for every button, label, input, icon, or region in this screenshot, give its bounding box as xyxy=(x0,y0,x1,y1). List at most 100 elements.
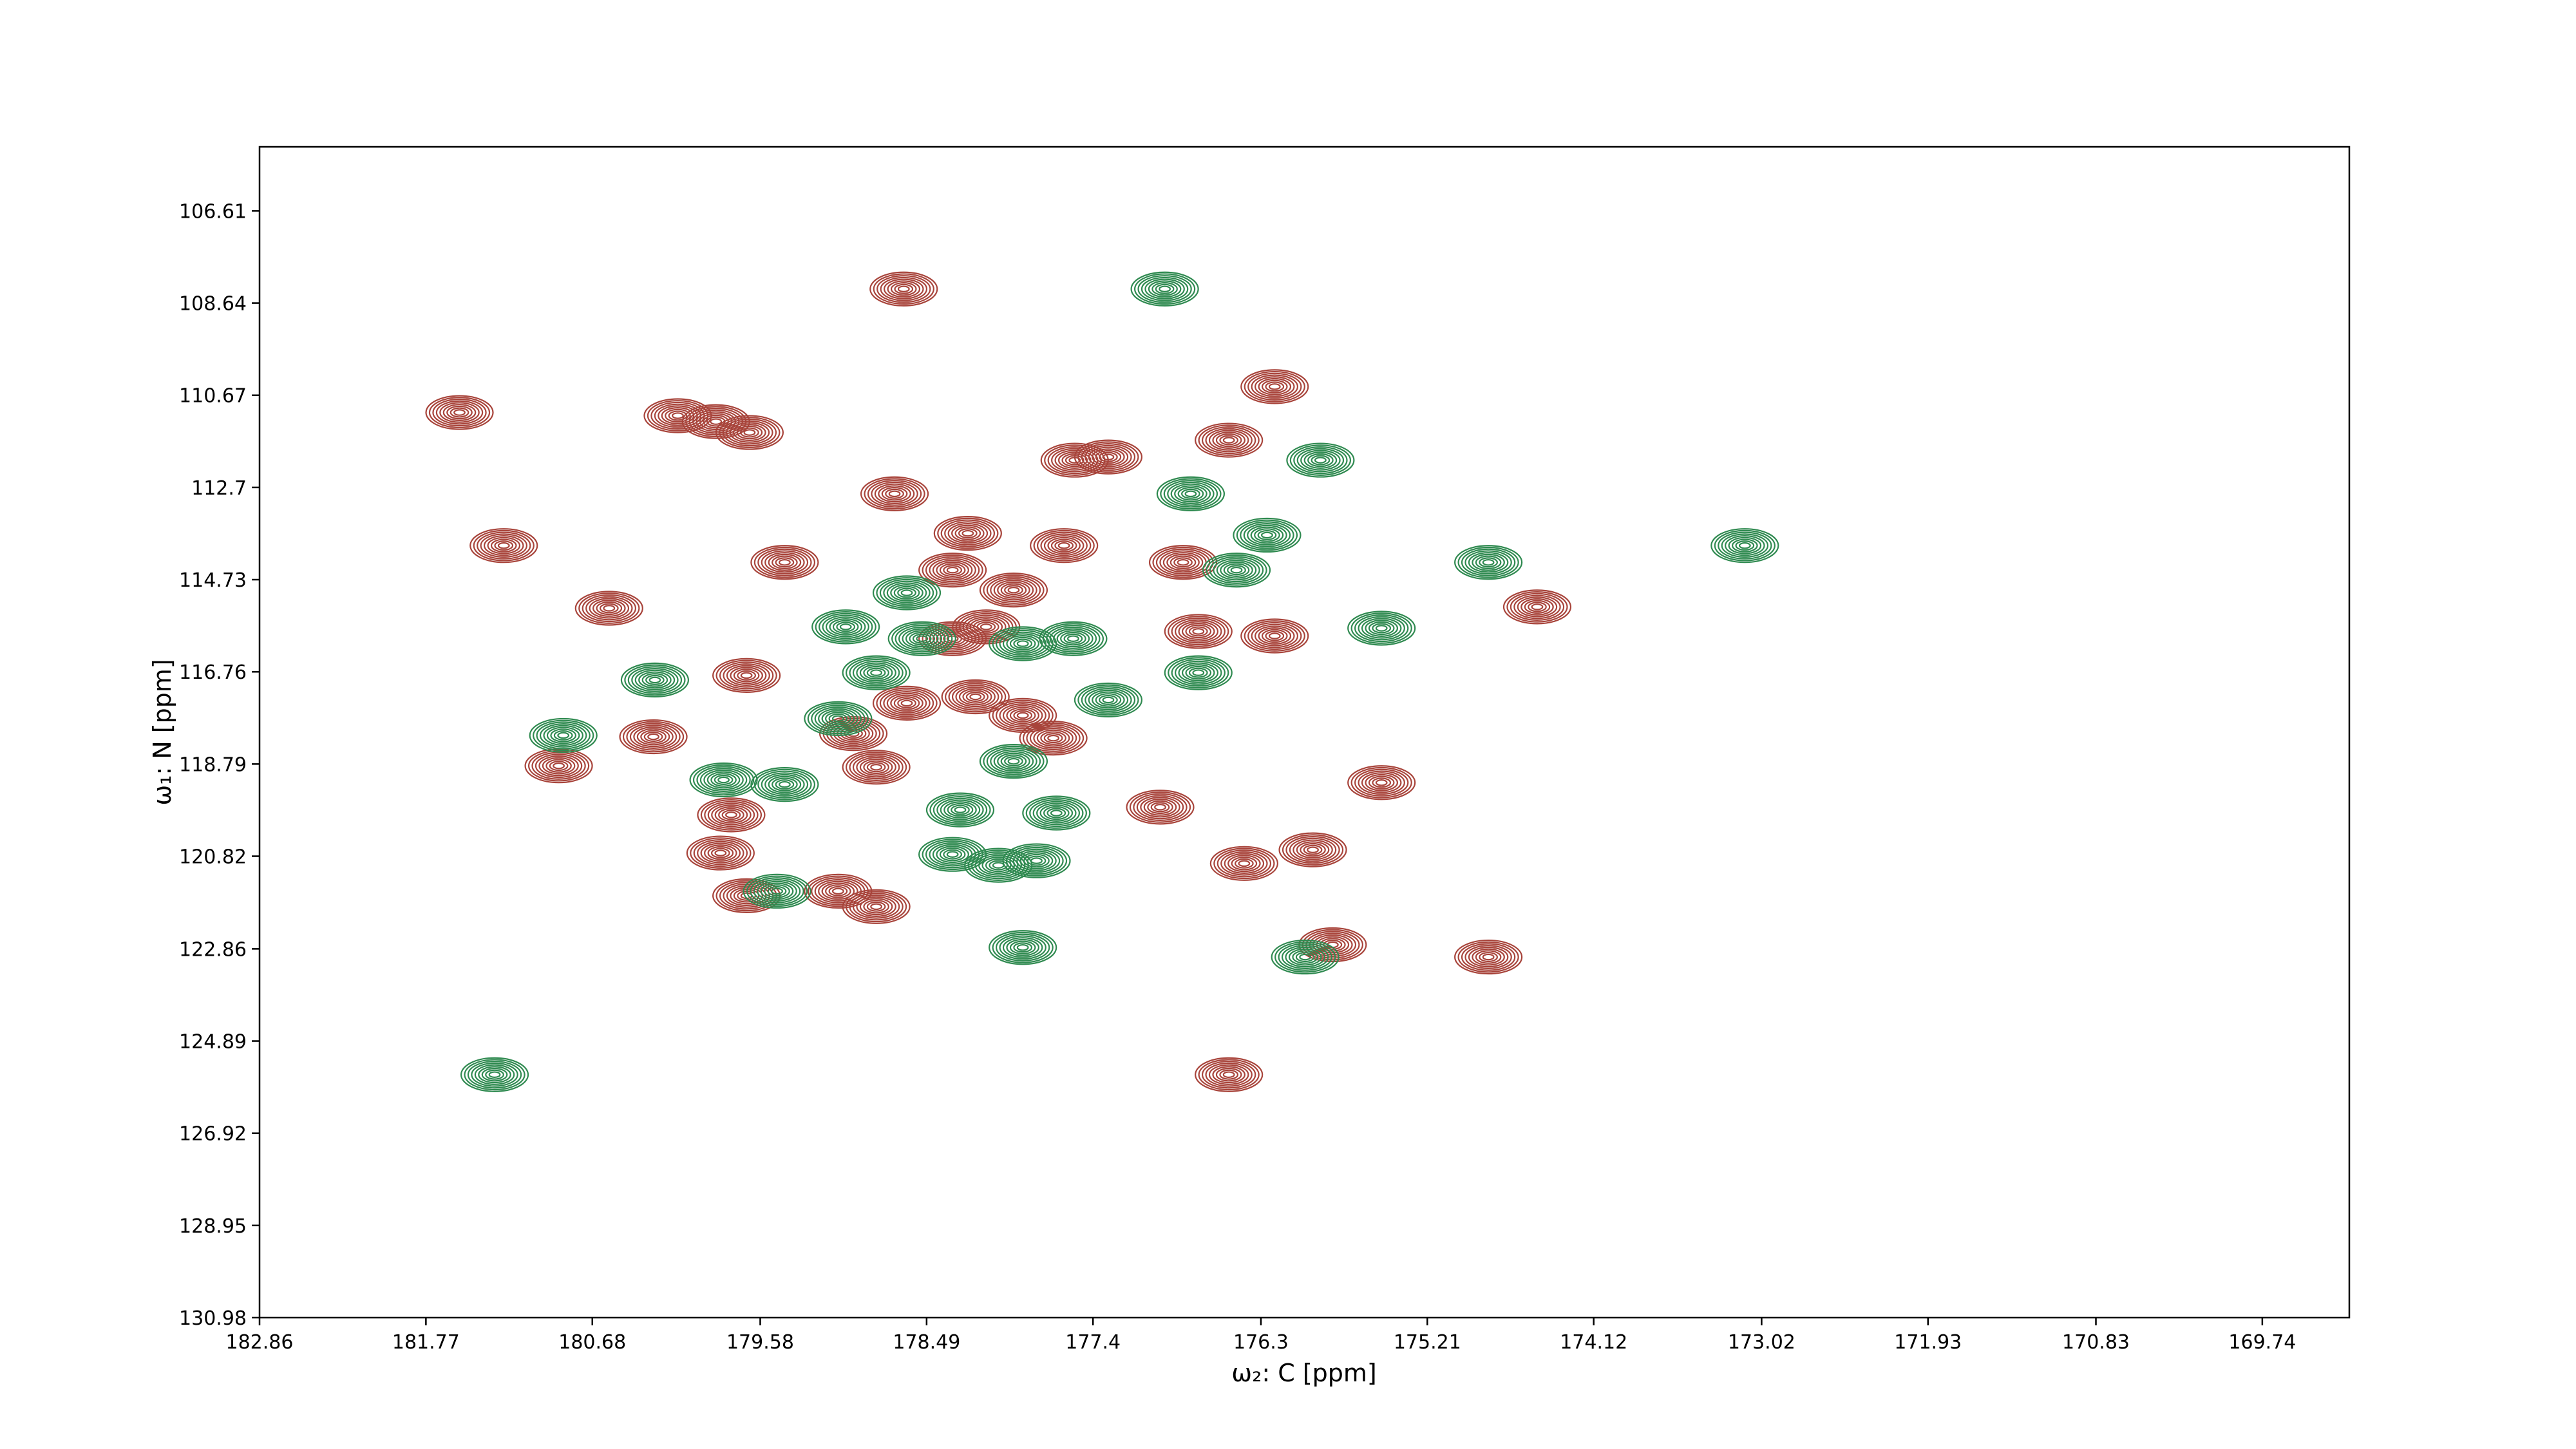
contour-level xyxy=(1147,800,1173,815)
peak xyxy=(1022,795,1091,831)
contour-level xyxy=(1192,628,1205,635)
contour-level xyxy=(425,395,494,430)
contour-level xyxy=(886,582,927,603)
contour-level xyxy=(1206,554,1267,586)
contour-level xyxy=(1007,757,1020,765)
contour-level xyxy=(1198,424,1260,456)
contour-level xyxy=(1013,710,1033,721)
contour-level xyxy=(971,851,1026,880)
contour-level xyxy=(707,802,755,828)
contour-level xyxy=(740,672,753,679)
contour-level xyxy=(1240,521,1294,549)
contour-level xyxy=(633,726,674,748)
contour-level xyxy=(775,779,795,790)
contour-level xyxy=(1009,708,1036,723)
peak xyxy=(529,717,598,753)
contour-level xyxy=(845,891,907,923)
contour-level xyxy=(918,553,987,588)
contour-level xyxy=(546,726,580,744)
contour-level xyxy=(992,628,1054,659)
contour-level xyxy=(885,488,904,499)
contour-level xyxy=(743,873,811,909)
contour-level xyxy=(696,766,751,794)
contour-level xyxy=(1244,620,1305,652)
y-tick-label: 106.61 xyxy=(179,200,247,223)
contour-level xyxy=(1181,622,1215,640)
contour-level xyxy=(1166,553,1200,571)
contour-level xyxy=(1006,635,1039,652)
contour-level xyxy=(689,762,758,798)
peak xyxy=(989,930,1057,965)
contour-level xyxy=(550,728,577,743)
peak xyxy=(1240,369,1309,404)
contour-level xyxy=(574,591,643,626)
contour-level xyxy=(582,594,636,623)
peak xyxy=(842,655,911,690)
contour-level xyxy=(1009,940,1036,954)
x-tick-label: 170.83 xyxy=(2062,1331,2130,1354)
contour-level xyxy=(1361,772,1402,793)
peak xyxy=(1454,939,1523,975)
contour-level xyxy=(979,573,1048,608)
contour-level xyxy=(1725,535,1765,556)
contour-level xyxy=(714,849,727,857)
contour-level xyxy=(1365,620,1399,637)
peak xyxy=(842,750,911,785)
contour-level xyxy=(1088,446,1129,468)
contour-level xyxy=(636,728,670,746)
contour-level xyxy=(1258,377,1292,395)
contour-level xyxy=(1243,523,1291,547)
contour-level xyxy=(1375,779,1388,786)
contour-level xyxy=(832,620,859,634)
x-tick-label: 174.12 xyxy=(1560,1331,1627,1354)
peak xyxy=(1454,545,1523,580)
contour-level xyxy=(825,712,851,726)
contour-level xyxy=(722,418,777,447)
contour-level xyxy=(999,935,1046,960)
contour-level xyxy=(993,750,1034,772)
contour-level xyxy=(700,842,741,864)
contour-level xyxy=(883,580,931,605)
contour-level xyxy=(1185,624,1212,639)
contour-level xyxy=(1238,860,1251,867)
contour-level xyxy=(1354,768,1409,797)
contour-level xyxy=(1236,519,1298,551)
contour-level xyxy=(1286,442,1355,478)
contour-level xyxy=(939,563,966,577)
contour-level xyxy=(1016,944,1029,951)
contour-level xyxy=(1033,529,1095,562)
contour-level xyxy=(1261,629,1288,643)
contour-level xyxy=(876,577,938,609)
contour-level xyxy=(954,806,967,813)
contour-level xyxy=(1039,804,1074,822)
contour-level xyxy=(1198,1059,1260,1091)
contour-level xyxy=(842,750,911,785)
contour-level xyxy=(730,887,763,905)
peak xyxy=(1030,528,1099,564)
contour-level xyxy=(936,561,969,579)
contour-level xyxy=(1464,550,1512,575)
contour-level xyxy=(980,623,992,630)
contour-level xyxy=(909,632,936,646)
contour-level xyxy=(533,719,594,752)
contour-level xyxy=(831,887,844,895)
y-tick-label: 126.92 xyxy=(179,1123,247,1146)
contour-level xyxy=(661,407,695,424)
contour-level xyxy=(1311,455,1331,466)
contour-level xyxy=(937,517,999,549)
peak xyxy=(918,837,987,872)
contour-level xyxy=(1268,383,1281,390)
contour-level xyxy=(645,674,665,685)
contour-level xyxy=(1222,437,1235,444)
peak xyxy=(979,573,1048,608)
contour-level xyxy=(1016,712,1029,719)
contour-level xyxy=(1050,538,1077,553)
contour-level xyxy=(946,566,959,574)
contour-level xyxy=(1188,667,1208,678)
contour-level xyxy=(958,688,992,706)
contour-level xyxy=(807,875,869,907)
contour-level xyxy=(599,603,619,614)
contour-level xyxy=(1250,526,1284,544)
contour-level xyxy=(527,750,590,782)
contour-level xyxy=(1141,276,1189,301)
